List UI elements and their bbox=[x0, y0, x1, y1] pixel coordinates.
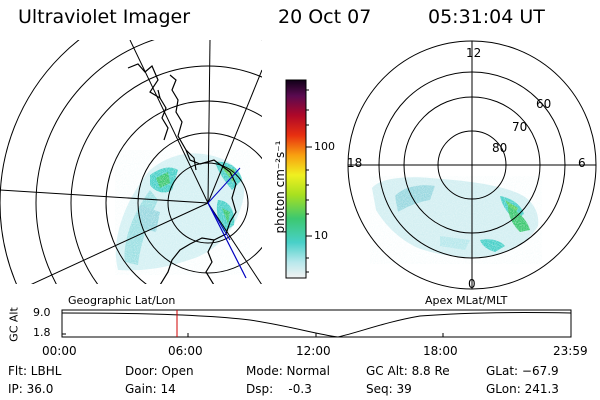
time-tick-1200: 12:00 bbox=[296, 344, 331, 358]
altitude-plot bbox=[61, 309, 572, 338]
date-label: 20 Oct 07 bbox=[278, 6, 372, 28]
colorbar-unit-label: photon cm⁻²s⁻¹ bbox=[273, 140, 287, 234]
instrument-title: Ultraviolet Imager bbox=[18, 6, 191, 28]
altitude-ytick-1: 1.8 bbox=[33, 326, 51, 339]
seq-readout: Seq: 39 bbox=[366, 382, 412, 396]
satellite-track bbox=[207, 167, 247, 279]
aurora-emission-right bbox=[370, 176, 542, 264]
altitude-ytick-9: 9.0 bbox=[33, 306, 51, 319]
mlat-label-60: 60 bbox=[536, 97, 552, 111]
time-tick-0000: 00:00 bbox=[42, 344, 77, 358]
geographic-map bbox=[0, 40, 262, 284]
dsp-readout: Dsp: -0.3 bbox=[246, 382, 312, 396]
colorbar-tick-100: 100 bbox=[314, 140, 335, 153]
mlat-label-70: 70 bbox=[512, 120, 528, 134]
glat-readout: GLat: −67.9 bbox=[486, 364, 559, 378]
latitude-circles bbox=[0, 40, 262, 284]
color-bar bbox=[285, 79, 312, 279]
mlt-label-12: 12 bbox=[466, 46, 482, 60]
door-readout: Door: Open bbox=[125, 364, 194, 378]
apex-projection-label: Apex MLat/MLT bbox=[425, 294, 508, 307]
filter-readout: Flt: LBHL bbox=[8, 364, 62, 378]
glon-readout: GLon: 241.3 bbox=[486, 382, 559, 396]
aurora-emission-left bbox=[115, 150, 250, 275]
mlat-label-80: 80 bbox=[492, 141, 508, 155]
geographic-projection-label: Geographic Lat/Lon bbox=[68, 294, 176, 307]
time-tick-0600: 06:00 bbox=[168, 344, 203, 358]
altitude-curve bbox=[61, 311, 572, 338]
time-label: 05:31:04 UT bbox=[428, 6, 545, 28]
mlt-label-18: 18 bbox=[347, 156, 363, 170]
mode-readout: Mode: Normal bbox=[246, 364, 330, 378]
mlt-label-6: 6 bbox=[578, 156, 586, 170]
meridian-lines bbox=[0, 40, 262, 284]
gc-alt-readout: GC Alt: 8.8 Re bbox=[366, 364, 450, 378]
header-bar: Ultraviolet Imager 20 Oct 07 05:31:04 UT bbox=[0, 6, 600, 32]
gain-readout: Gain: 14 bbox=[125, 382, 176, 396]
magnetic-polar-plot bbox=[347, 40, 597, 290]
time-tick-2359: 23:59 bbox=[553, 344, 588, 358]
mlt-label-0: 0 bbox=[468, 277, 476, 291]
colorbar-tick-10: 10 bbox=[314, 229, 328, 242]
coastlines bbox=[127, 63, 237, 284]
time-tick-1800: 18:00 bbox=[423, 344, 458, 358]
altitude-ylabel: GC Alt bbox=[7, 307, 21, 342]
ip-readout: IP: 36.0 bbox=[8, 382, 54, 396]
